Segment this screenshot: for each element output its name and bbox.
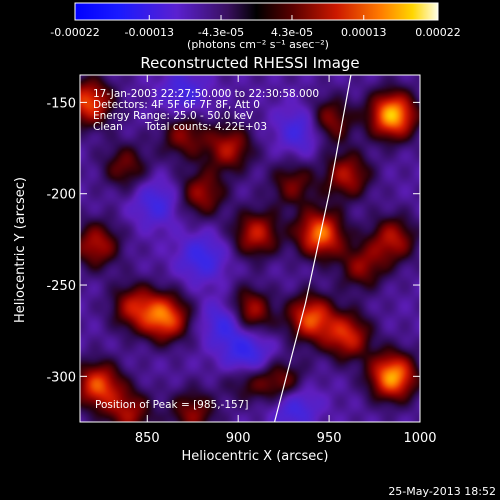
annotation-peak: Position of Peak = [985,-157]: [95, 399, 249, 411]
x-axis-label: Heliocentric X (arcsec): [182, 449, 329, 464]
y-tick-label: -150: [46, 96, 76, 111]
annotation-method: Clean: [93, 121, 123, 133]
y-axis: -150 -200 -250 -300: [46, 96, 420, 385]
solar-limb-curve: [273, 75, 352, 422]
colorbar-unit-label: (photons cm⁻² s⁻¹ asec⁻²): [187, 38, 329, 51]
colorbar-tick-label: 0.00013: [341, 26, 387, 39]
annotation-energy: Energy Range: 25.0 - 50.0 keV: [93, 110, 254, 122]
annotation-time-range: 17-Jan-2003 22:27:50.000 to 22:30:58.000: [93, 88, 319, 100]
colorbar-tick-label: 0.00022: [415, 26, 461, 39]
x-axis: 850 900 950 1000: [135, 75, 437, 446]
colorbar-tick-label: 4.3e-05: [271, 26, 313, 39]
heatmap-image: [80, 75, 420, 422]
chart-title: Reconstructed RHESSI Image: [140, 54, 359, 72]
colorbar-tick-label: -0.00013: [125, 26, 174, 39]
colorbar-ticks: -0.00022 -0.00013 -4.3e-05 4.3e-05 0.00013 0.…: [50, 15, 461, 39]
x-tick-label: 950: [317, 431, 342, 446]
y-axis-label: Heliocentric Y (arcsec): [13, 177, 28, 323]
x-tick-label: 850: [135, 431, 160, 446]
annotation-detectors: Detectors: 4F 5F 6F 7F 8F, Att 0: [93, 99, 260, 111]
annotation-counts: Total counts: 4.22E+03: [144, 121, 267, 133]
y-tick-label: -200: [46, 188, 76, 203]
colorbar-tick-label: -4.3e-05: [198, 26, 244, 39]
footer-date: 25-May-2013 18:52: [388, 485, 496, 498]
plot-frame: [79, 74, 421, 423]
annotations: 17-Jan-2003 22:27:50.000 to 22:30:58.000…: [93, 88, 319, 411]
colorbar: -0.00022 -0.00013 -4.3e-05 4.3e-05 0.00013 0.…: [50, 2, 461, 51]
x-tick-label: 900: [226, 431, 251, 446]
colorbar-tick-label: -0.00022: [50, 26, 99, 39]
x-tick-label: 1000: [403, 431, 436, 446]
colorbar-gradient: [74, 2, 439, 21]
y-tick-label: -300: [46, 370, 76, 385]
y-tick-label: -250: [46, 279, 76, 294]
